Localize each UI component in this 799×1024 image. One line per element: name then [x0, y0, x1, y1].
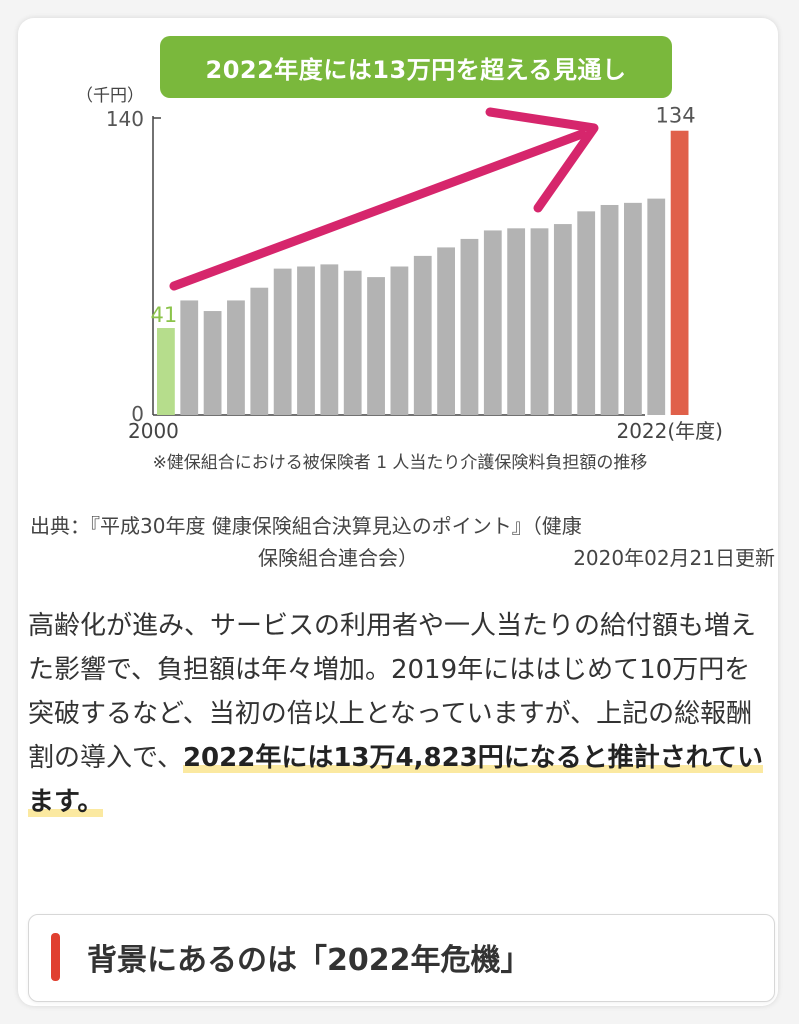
- bar-2000: [157, 328, 175, 415]
- contribution-bar-chart: （千円）140 0 41 134 2000 2022(年度): [76, 86, 723, 443]
- y-tick-label: 140: [106, 107, 144, 131]
- source-citation: 出典：『平成30年度 健康保険組合決算見込のポイント』（健康 保険組合連合会） …: [30, 510, 775, 574]
- bar-2020: [624, 202, 642, 415]
- bar-2005: [273, 268, 292, 415]
- bar-2004: [250, 287, 269, 415]
- y-tick-label: 0: [131, 402, 144, 426]
- chart-footnote: ※健保組合における被保険者 1 人当たり介護保険料負担額の推移: [152, 453, 648, 473]
- content-card: [18, 18, 778, 1006]
- bar-2013: [460, 238, 479, 415]
- headline-banner: 2022年度には13万円を超える見通し: [160, 36, 672, 98]
- trend-arrow-head: [485, 107, 599, 213]
- x-tick-label: 2022(年度): [616, 419, 723, 443]
- bar-2018: [577, 211, 596, 415]
- data-label-last: 134: [656, 104, 696, 128]
- bar-2006: [297, 266, 315, 415]
- section-heading-box[interactable]: 背景にあるのは「2022年危機」: [28, 914, 775, 1002]
- bar-2008: [343, 270, 362, 415]
- bar-2021: [647, 198, 666, 415]
- section-accent-bar: [51, 933, 60, 981]
- update-date: 2020年02月21日更新: [573, 546, 775, 570]
- bar-2007: [320, 264, 339, 415]
- x-tick-label: 2000: [128, 419, 179, 443]
- bar-2015: [507, 228, 526, 415]
- bar-2009: [367, 277, 385, 415]
- bar-2011: [413, 255, 432, 415]
- y-unit-label: （千円）: [76, 86, 144, 106]
- body-paragraph: 高齢化が進み、サービスの利用者や一人当たりの給付額も増えた影響で、負担額は年々増…: [28, 604, 773, 824]
- bar-2017: [553, 224, 572, 415]
- section-title: 背景にあるのは「2022年危機」: [87, 943, 531, 978]
- trend-arrow-shaft: [169, 129, 587, 291]
- data-label-first: 41: [151, 303, 178, 327]
- bar-2016: [530, 228, 549, 415]
- bar-2002: [203, 311, 222, 415]
- bar-2014: [483, 230, 502, 415]
- bar-2003: [227, 300, 245, 415]
- bar-2001: [180, 300, 199, 415]
- bar-2019: [600, 204, 619, 415]
- bar-2022: [670, 130, 689, 415]
- bar-2010: [390, 266, 409, 415]
- source-line-2: 保険組合連合会）: [258, 546, 418, 570]
- source-line-1: 出典：『平成30年度 健康保険組合決算見込のポイント』（健康: [30, 514, 582, 538]
- body-text-normal: 高齢化が進み、サービスの利用者や一人当たりの給付額も増えた影響で、負担額は年々増…: [28, 611, 757, 773]
- bar-2012: [437, 247, 455, 415]
